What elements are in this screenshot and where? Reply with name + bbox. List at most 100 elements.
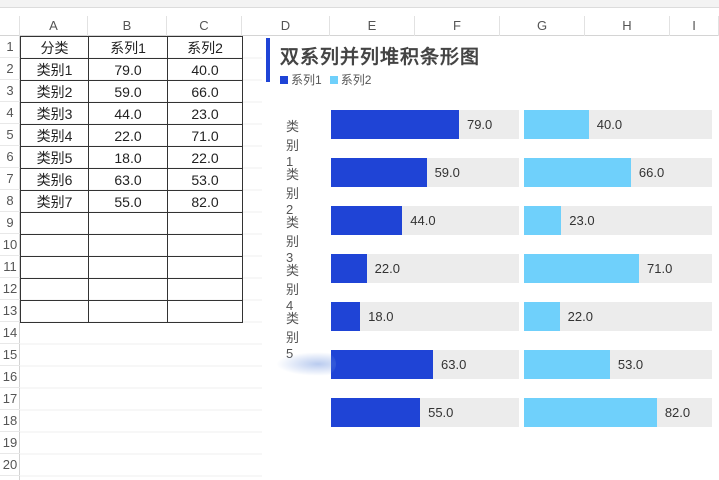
table-row-empty: [20, 278, 243, 301]
table-cell-empty[interactable]: [167, 234, 243, 257]
bar-series1[interactable]: [331, 158, 427, 187]
data-label: 66.0: [638, 165, 665, 180]
row-header-9[interactable]: 9: [0, 212, 20, 234]
table-cell[interactable]: 22.0: [167, 146, 243, 169]
bar-series1[interactable]: [331, 206, 403, 235]
column-header-g[interactable]: G: [500, 16, 585, 36]
select-all-corner[interactable]: [0, 16, 20, 36]
table-cell-empty[interactable]: [167, 212, 243, 235]
column-header-c[interactable]: C: [167, 16, 242, 36]
table-cell[interactable]: 类别4: [20, 124, 89, 147]
table-cell-empty[interactable]: [88, 256, 168, 279]
row-header-11[interactable]: 11: [0, 256, 20, 278]
bar-series2[interactable]: [524, 254, 640, 283]
table-cell[interactable]: 55.0: [88, 190, 168, 213]
table-cell-empty[interactable]: [167, 300, 243, 323]
table-cell[interactable]: 18.0: [88, 146, 168, 169]
table-cell[interactable]: 82.0: [167, 190, 243, 213]
table-cell[interactable]: 63.0: [88, 168, 168, 191]
row-header-16[interactable]: 16: [0, 366, 20, 388]
table-cell-empty[interactable]: [20, 256, 89, 279]
table-cell-empty[interactable]: [88, 234, 168, 257]
data-label: 55.0: [428, 405, 454, 420]
table-cell[interactable]: 类别2: [20, 80, 89, 103]
bar-series1[interactable]: [331, 350, 434, 379]
column-header-b[interactable]: B: [88, 16, 167, 36]
column-header-e[interactable]: E: [330, 16, 415, 36]
data-table: 分类 系列1 系列2 类别1 79.0 40.0 类别2 59.0 66.0 类别3 44.0…: [20, 36, 243, 323]
row-header-1[interactable]: 1: [0, 36, 20, 58]
row-header-8[interactable]: 8: [0, 190, 20, 212]
table-cell-empty[interactable]: [88, 278, 168, 301]
table-cell[interactable]: 类别7: [20, 190, 89, 213]
row-header-4[interactable]: 4: [0, 102, 20, 124]
bar-series2[interactable]: [524, 158, 631, 187]
table-cell[interactable]: 59.0: [88, 80, 168, 103]
table-row-empty: [20, 212, 243, 235]
table-cell[interactable]: 79.0: [88, 58, 168, 81]
table-row: 类别7 55.0 82.0: [20, 190, 243, 213]
table-cell-empty[interactable]: [167, 278, 243, 301]
data-label: 79.0: [466, 117, 493, 132]
table-cell-empty[interactable]: [20, 234, 89, 257]
table-cell[interactable]: 66.0: [167, 80, 243, 103]
data-label: 22.0: [567, 309, 593, 324]
bar-series1[interactable]: [331, 110, 459, 139]
data-label: 82.0: [664, 405, 691, 420]
header-cell-series1[interactable]: 系列1: [88, 36, 168, 59]
title-accent-bar: [266, 38, 270, 82]
table-cell[interactable]: 53.0: [167, 168, 243, 191]
row-header-3[interactable]: 3: [0, 80, 20, 102]
table-row: 类别6 63.0 53.0: [20, 168, 243, 191]
row-header-15[interactable]: 15: [0, 344, 20, 366]
row-header-2[interactable]: 2: [0, 58, 20, 80]
table-cell-empty[interactable]: [167, 256, 243, 279]
table-cell-empty[interactable]: [88, 300, 168, 323]
column-header-f[interactable]: F: [415, 16, 500, 36]
row-header-19[interactable]: 19: [0, 432, 20, 454]
table-cell[interactable]: 44.0: [88, 102, 168, 125]
table-cell[interactable]: 23.0: [167, 102, 243, 125]
bar-series1[interactable]: [331, 254, 367, 283]
column-header-i[interactable]: I: [670, 16, 719, 36]
table-cell[interactable]: 类别3: [20, 102, 89, 125]
row-header-12[interactable]: 12: [0, 278, 20, 300]
category-label: 类别3: [286, 215, 300, 265]
row-header-5[interactable]: 5: [0, 124, 20, 146]
row-header-13[interactable]: 13: [0, 300, 20, 322]
table-cell-empty[interactable]: [20, 300, 89, 323]
header-cell-category[interactable]: 分类: [20, 36, 89, 59]
bar-series2[interactable]: [524, 110, 589, 139]
bar-series2[interactable]: [524, 302, 560, 331]
table-cell[interactable]: 类别5: [20, 146, 89, 169]
column-header-a[interactable]: A: [20, 16, 88, 36]
data-label: 40.0: [596, 117, 623, 132]
header-cell-series2[interactable]: 系列2: [167, 36, 243, 59]
column-header-d[interactable]: D: [242, 16, 330, 36]
row-header-14[interactable]: 14: [0, 322, 20, 344]
bar-series2[interactable]: [524, 350, 610, 379]
bar-series1[interactable]: [331, 302, 361, 331]
row-header-10[interactable]: 10: [0, 234, 20, 256]
column-header-h[interactable]: H: [585, 16, 670, 36]
data-label: 18.0: [368, 309, 394, 324]
table-cell-empty[interactable]: [88, 212, 168, 235]
table-cell[interactable]: 71.0: [167, 124, 243, 147]
row-header-7[interactable]: 7: [0, 168, 20, 190]
table-cell[interactable]: 40.0: [167, 58, 243, 81]
row-header-20[interactable]: 20: [0, 454, 20, 476]
row-header-18[interactable]: 18: [0, 410, 20, 432]
table-cell[interactable]: 22.0: [88, 124, 168, 147]
row-header-17[interactable]: 17: [0, 388, 20, 410]
bar-chart[interactable]: 双系列并列堆积条形图 系列1 系列2 类别1 79.0 40.0 类别2 59.0 66.…: [262, 36, 719, 480]
bar-series2[interactable]: [524, 398, 657, 427]
row-header-6[interactable]: 6: [0, 146, 20, 168]
table-row-empty: [20, 234, 243, 257]
bar-series2[interactable]: [524, 206, 562, 235]
bar-series1[interactable]: [331, 398, 421, 427]
legend-swatch-series1: [280, 75, 288, 84]
table-cell-empty[interactable]: [20, 212, 89, 235]
table-cell-empty[interactable]: [20, 278, 89, 301]
table-cell[interactable]: 类别6: [20, 168, 89, 191]
table-cell[interactable]: 类别1: [20, 58, 89, 81]
